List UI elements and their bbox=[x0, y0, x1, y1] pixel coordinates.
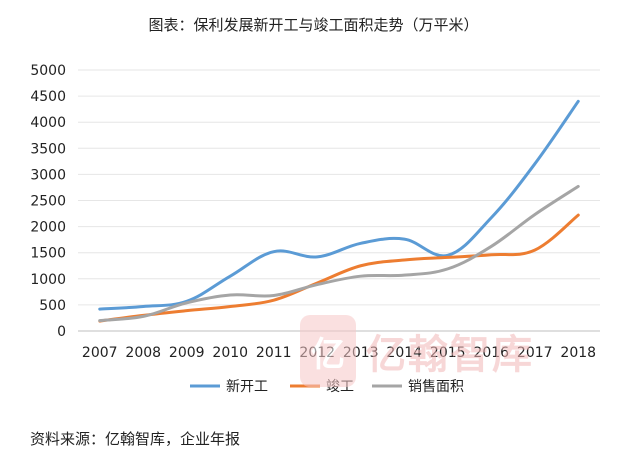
series-line-新开工 bbox=[98, 99, 580, 311]
y-tick-label: 500 bbox=[39, 298, 66, 314]
legend-label: 竣工 bbox=[326, 379, 354, 395]
y-axis-tick-labels: 0 500 1000 1500 2000 2500 3000 3500 4000 4500 5000 bbox=[30, 63, 66, 340]
source-note: 资料来源：亿翰智库，企业年报 bbox=[30, 430, 241, 448]
y-tick-label: 1000 bbox=[30, 272, 66, 288]
legend-item: 新开工 bbox=[190, 379, 268, 395]
x-tick-label: 2013 bbox=[343, 345, 379, 361]
series-line-竣工 bbox=[98, 213, 580, 323]
x-tick-label: 2017 bbox=[517, 345, 553, 361]
legend-item: 竣工 bbox=[290, 379, 354, 395]
x-tick-label: 2008 bbox=[125, 345, 161, 361]
x-tick-label: 2011 bbox=[256, 345, 292, 361]
x-tick-label: 2015 bbox=[430, 345, 466, 361]
x-tick-label: 2014 bbox=[386, 345, 422, 361]
y-gridlines bbox=[78, 69, 600, 332]
y-tick-label: 0 bbox=[57, 324, 66, 340]
x-axis-tick-labels: 2007 2008 2009 2010 2011 2012 2013 2014 2015 2016… bbox=[82, 345, 596, 361]
series-lines bbox=[98, 99, 580, 323]
y-tick-label: 3500 bbox=[30, 141, 66, 157]
y-tick-label: 4000 bbox=[30, 115, 66, 131]
legend-label: 新开工 bbox=[226, 379, 268, 395]
x-tick-label: 2007 bbox=[82, 345, 118, 361]
y-tick-label: 4500 bbox=[30, 89, 66, 105]
y-tick-label: 1500 bbox=[30, 246, 66, 262]
series-line-销售面积 bbox=[98, 184, 580, 323]
y-tick-label: 2000 bbox=[30, 220, 66, 236]
legend-item: 销售面积 bbox=[372, 379, 464, 395]
x-tick-label: 2018 bbox=[560, 345, 596, 361]
x-tick-label: 2012 bbox=[299, 345, 335, 361]
y-tick-label: 2500 bbox=[30, 194, 66, 210]
legend-label: 销售面积 bbox=[408, 379, 464, 395]
y-tick-label: 5000 bbox=[30, 63, 66, 79]
x-tick-label: 2009 bbox=[169, 345, 205, 361]
x-tick-label: 2016 bbox=[473, 345, 509, 361]
x-tick-label: 2010 bbox=[212, 345, 248, 361]
chart-title: 图表：保利发展新开工与竣工面积走势（万平米） bbox=[148, 16, 479, 34]
legend: 新开工 竣工 销售面积 bbox=[190, 379, 464, 395]
y-tick-label: 3000 bbox=[30, 167, 66, 183]
